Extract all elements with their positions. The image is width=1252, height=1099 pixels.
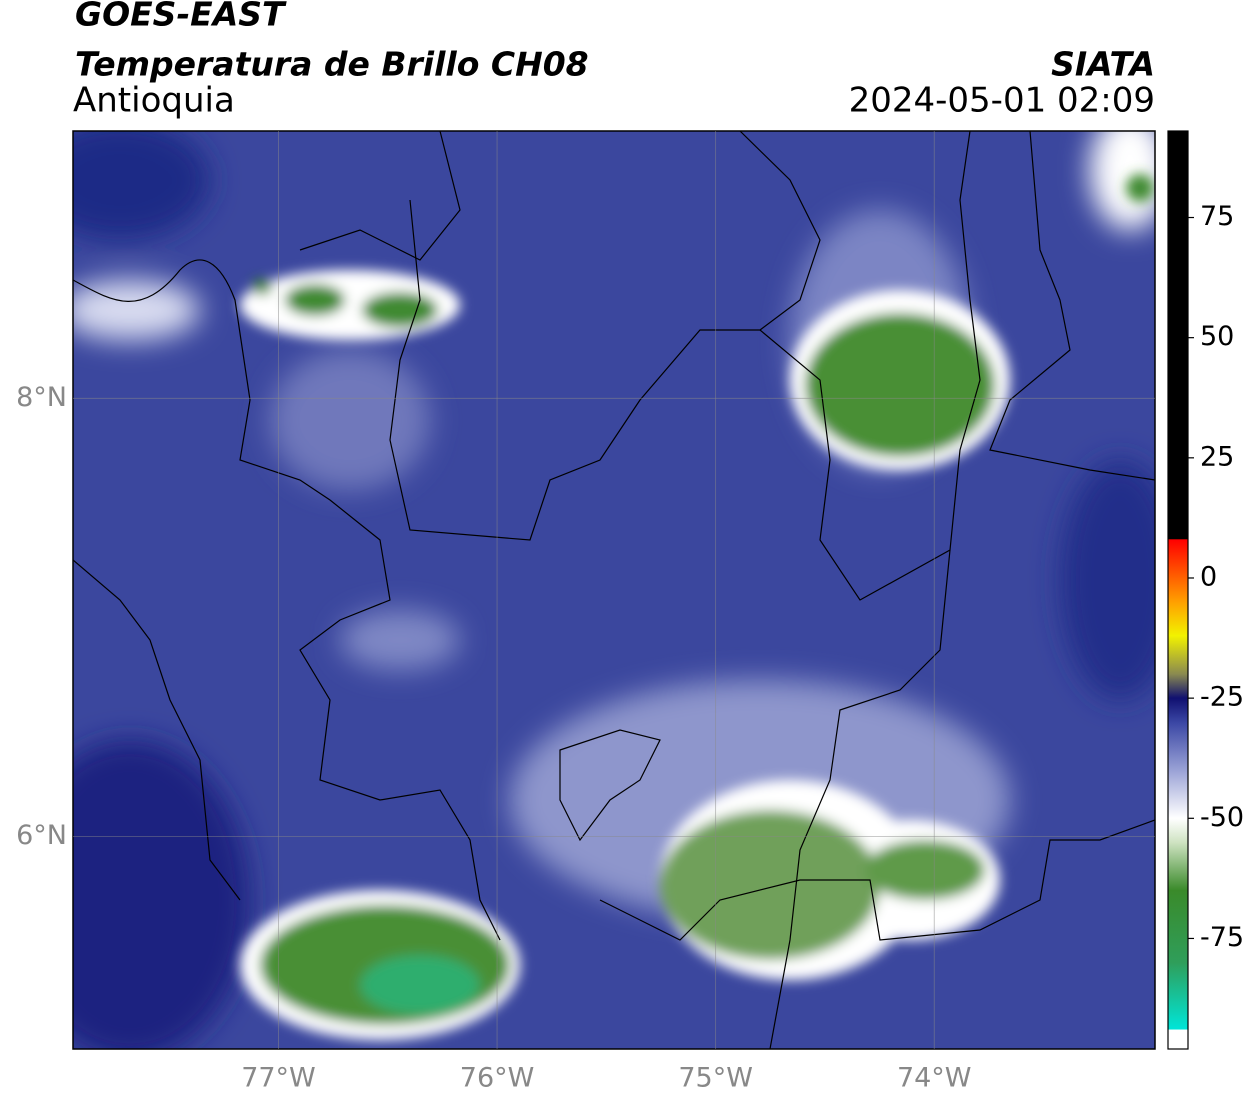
subtitle: Temperatura de Brillo CH08 [75,45,589,84]
colorbar [1168,131,1188,1049]
map-frame [72,130,1156,1050]
region: Antioquia [73,81,235,121]
x-tick-label: 75°W [678,1063,753,1094]
x-tick-label: 77°W [241,1063,316,1094]
y-tick-label: 6°N [16,820,67,851]
title: GOES-EAST [75,0,287,34]
colorbar-tick-label: -75 [1200,922,1244,953]
colorbar-tick-label: 75 [1200,201,1234,232]
colorbar-frame [1167,130,1189,1050]
satellite-image [73,131,1155,1049]
source: SIATA [1051,45,1155,84]
colorbar-tick-label: 0 [1200,561,1217,592]
datetime: 2024-05-01 02:09 [849,81,1155,121]
x-tick-label: 74°W [897,1063,972,1094]
y-tick-label: 8°N [16,382,67,413]
x-tick-label: 76°W [460,1063,535,1094]
colorbar-tick-label: -25 [1200,682,1244,713]
colorbar-tick-label: -50 [1200,802,1244,833]
colorbar-tick-label: 50 [1200,321,1234,352]
colorbar-tick-label: 25 [1200,441,1234,472]
